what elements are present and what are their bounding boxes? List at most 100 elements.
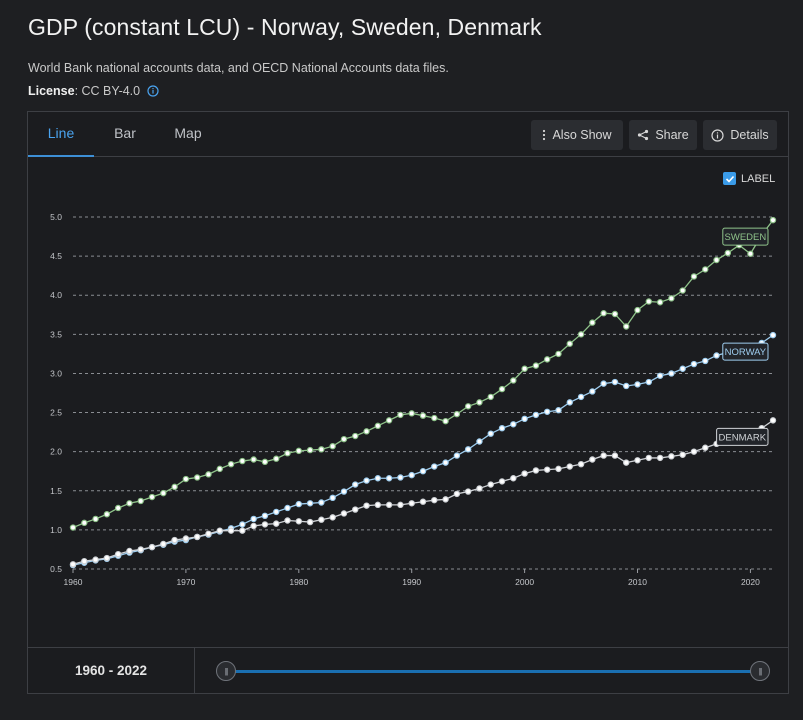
data-point-denmark	[363, 502, 370, 509]
series-label-box-sweden	[722, 227, 769, 246]
data-point-norway	[769, 331, 777, 339]
data-point-norway	[352, 481, 359, 488]
range-slider-track[interactable]	[228, 670, 761, 673]
data-point-norway	[600, 380, 607, 387]
label-checkbox[interactable]	[723, 172, 736, 185]
y-tick-label: 2.5	[50, 408, 62, 418]
data-point-denmark	[510, 475, 517, 482]
range-end-handle[interactable]: |||	[750, 661, 770, 681]
data-point-denmark	[397, 501, 404, 509]
data-point-norway	[634, 381, 641, 388]
data-point-denmark	[284, 517, 291, 524]
data-point-norway	[250, 515, 257, 523]
data-point-denmark	[679, 451, 686, 458]
data-point-sweden	[273, 455, 280, 462]
details-button[interactable]: Details	[703, 120, 777, 150]
data-point-denmark	[668, 453, 675, 460]
data-point-denmark	[634, 457, 641, 464]
data-point-norway	[318, 499, 325, 506]
data-point-denmark	[645, 454, 653, 462]
more-vertical-icon	[543, 129, 546, 141]
data-point-denmark	[656, 454, 664, 462]
source-text: World Bank national accounts data, and O…	[28, 61, 449, 75]
data-point-denmark	[306, 518, 314, 526]
data-point-denmark	[227, 527, 235, 534]
data-point-norway	[239, 521, 246, 528]
x-tick-label: 1980	[289, 577, 308, 587]
data-point-denmark	[431, 496, 438, 504]
data-point-denmark	[385, 501, 393, 509]
data-point-denmark	[543, 466, 551, 473]
data-point-denmark	[250, 522, 257, 530]
data-point-sweden	[419, 412, 427, 419]
info-circle-icon	[711, 128, 724, 142]
data-point-sweden	[81, 519, 88, 527]
data-point-denmark	[126, 547, 133, 555]
data-point-denmark	[193, 533, 201, 541]
data-point-norway	[385, 475, 393, 482]
data-point-sweden	[543, 356, 551, 363]
data-point-sweden	[690, 273, 698, 280]
tab-map[interactable]: Map	[174, 125, 202, 141]
data-point-norway	[566, 399, 573, 406]
also-show-label: Also Show	[552, 128, 612, 142]
data-point-sweden	[623, 323, 630, 330]
data-point-sweden	[397, 411, 404, 419]
y-tick-label: 3.5	[50, 329, 62, 339]
data-point-sweden	[193, 474, 201, 481]
data-point-norway	[397, 474, 404, 481]
share-label: Share	[655, 128, 689, 142]
data-point-denmark	[329, 514, 336, 521]
data-point-sweden	[431, 414, 438, 422]
also-show-button[interactable]: Also Show	[531, 120, 623, 150]
data-point-norway	[679, 365, 686, 372]
data-point-sweden	[510, 377, 517, 384]
data-point-norway	[431, 463, 438, 470]
data-point-sweden	[374, 422, 382, 430]
x-tick-label: 2020	[741, 577, 760, 587]
series-label-denmark: DENMARK	[719, 432, 767, 443]
data-point-norway	[690, 360, 698, 368]
data-point-sweden	[284, 450, 291, 457]
label-toggle[interactable]: LABEL	[723, 172, 775, 185]
data-point-denmark	[566, 463, 573, 470]
data-point-denmark	[769, 417, 777, 424]
x-tick-label: 1960	[64, 577, 83, 587]
data-point-sweden	[702, 266, 709, 273]
page-title: GDP (constant LCU) - Norway, Sweden, Den…	[28, 14, 542, 40]
data-point-norway	[611, 378, 619, 386]
share-button[interactable]: Share	[629, 120, 697, 150]
data-point-denmark	[295, 518, 303, 525]
data-point-sweden	[634, 306, 641, 314]
data-point-denmark	[103, 554, 111, 562]
data-point-denmark	[352, 506, 359, 513]
tab-line[interactable]: Line	[28, 112, 94, 157]
data-point-norway	[464, 446, 472, 453]
data-point-denmark	[92, 556, 99, 563]
data-point-denmark	[340, 510, 348, 517]
data-point-norway	[329, 494, 336, 502]
data-point-denmark	[442, 496, 449, 503]
data-point-norway	[623, 382, 630, 390]
data-point-denmark	[464, 488, 472, 495]
data-point-sweden	[566, 340, 573, 347]
range-start-handle[interactable]: |||	[216, 661, 236, 681]
data-point-sweden	[295, 447, 303, 455]
data-point-sweden	[160, 489, 167, 497]
data-point-denmark	[521, 470, 528, 477]
data-point-sweden	[487, 393, 494, 401]
data-point-sweden	[363, 428, 370, 435]
data-point-norway	[374, 475, 382, 482]
data-point-denmark	[476, 485, 483, 492]
data-point-sweden	[250, 456, 257, 463]
data-point-denmark	[555, 465, 562, 473]
data-point-norway	[340, 488, 348, 495]
data-point-sweden	[216, 465, 223, 473]
y-tick-label: 0.5	[50, 564, 62, 574]
tab-bar[interactable]: Bar	[114, 125, 136, 141]
data-point-norway	[363, 477, 370, 484]
data-point-denmark	[69, 561, 77, 568]
data-point-denmark	[205, 530, 212, 537]
info-icon[interactable]	[147, 85, 159, 97]
data-point-denmark	[532, 467, 540, 474]
